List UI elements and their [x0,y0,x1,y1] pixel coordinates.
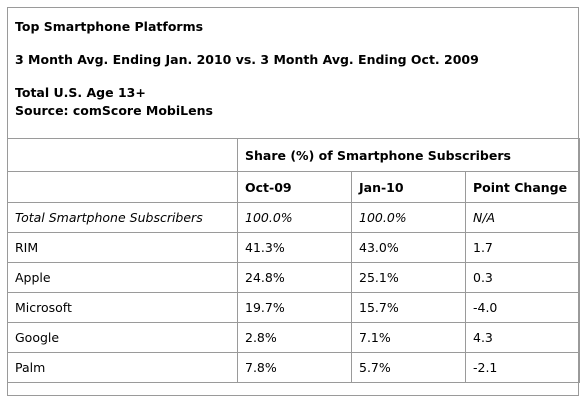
cell-point-change: 4.3 [464,322,581,353]
column-header-oct09: Oct-09 [237,171,352,203]
cell-point-change: -4.0 [464,292,581,323]
cell-point-change: -2.1 [464,352,581,383]
row-label: RIM [7,232,238,263]
source-label: Source: comScore MobiLens [15,103,213,118]
cell-jan10: 7.1% [351,322,466,353]
table-row: Palm 7.8% 5.7% -2.1 [7,352,581,383]
smartphone-share-table: Share (%) of Smartphone Subscribers Oct-… [7,138,581,383]
cell-jan10: 43.0% [351,232,466,263]
audience-label: Total U.S. Age 13+ [15,85,146,100]
row-label-header-cell [7,171,238,203]
table-group-header-row: Share (%) of Smartphone Subscribers [7,138,581,172]
cell-oct09: 41.3% [237,232,352,263]
cell-point-change: 1.7 [464,232,581,263]
row-label: Google [7,322,238,353]
group-header-cell: Share (%) of Smartphone Subscribers [236,138,581,172]
row-label: Total Smartphone Subscribers [7,202,238,233]
cell-point-change: N/A [464,202,581,233]
row-label: Apple [7,262,238,293]
table-row: Google 2.8% 7.1% 4.3 [7,322,581,353]
table-row: Apple 24.8% 25.1% 0.3 [7,262,581,293]
table-row: Microsoft 19.7% 15.7% -4.0 [7,292,581,323]
cell-jan10: 100.0% [351,202,466,233]
column-header-point-change: Point Change [464,171,581,203]
table-corner-cell [7,138,238,172]
table-header-block: Top Smartphone Platforms 3 Month Avg. En… [7,7,579,139]
cell-point-change: 0.3 [464,262,581,293]
cell-oct09: 2.8% [237,322,352,353]
cell-oct09: 24.8% [237,262,352,293]
row-label: Palm [7,352,238,383]
cell-oct09: 19.7% [237,292,352,323]
cell-jan10: 25.1% [351,262,466,293]
table-row: Total Smartphone Subscribers 100.0% 100.… [7,202,581,233]
page-title: Top Smartphone Platforms [15,19,204,34]
cell-oct09: 100.0% [237,202,352,233]
cell-oct09: 7.8% [237,352,352,383]
cell-jan10: 15.7% [351,292,466,323]
page-subtitle: 3 Month Avg. Ending Jan. 2010 vs. 3 Mont… [15,52,479,67]
row-label: Microsoft [7,292,238,323]
cell-jan10: 5.7% [351,352,466,383]
table-column-header-row: Oct-09 Jan-10 Point Change [7,171,581,203]
column-header-jan10: Jan-10 [351,171,466,203]
table-row: RIM 41.3% 43.0% 1.7 [7,232,581,263]
